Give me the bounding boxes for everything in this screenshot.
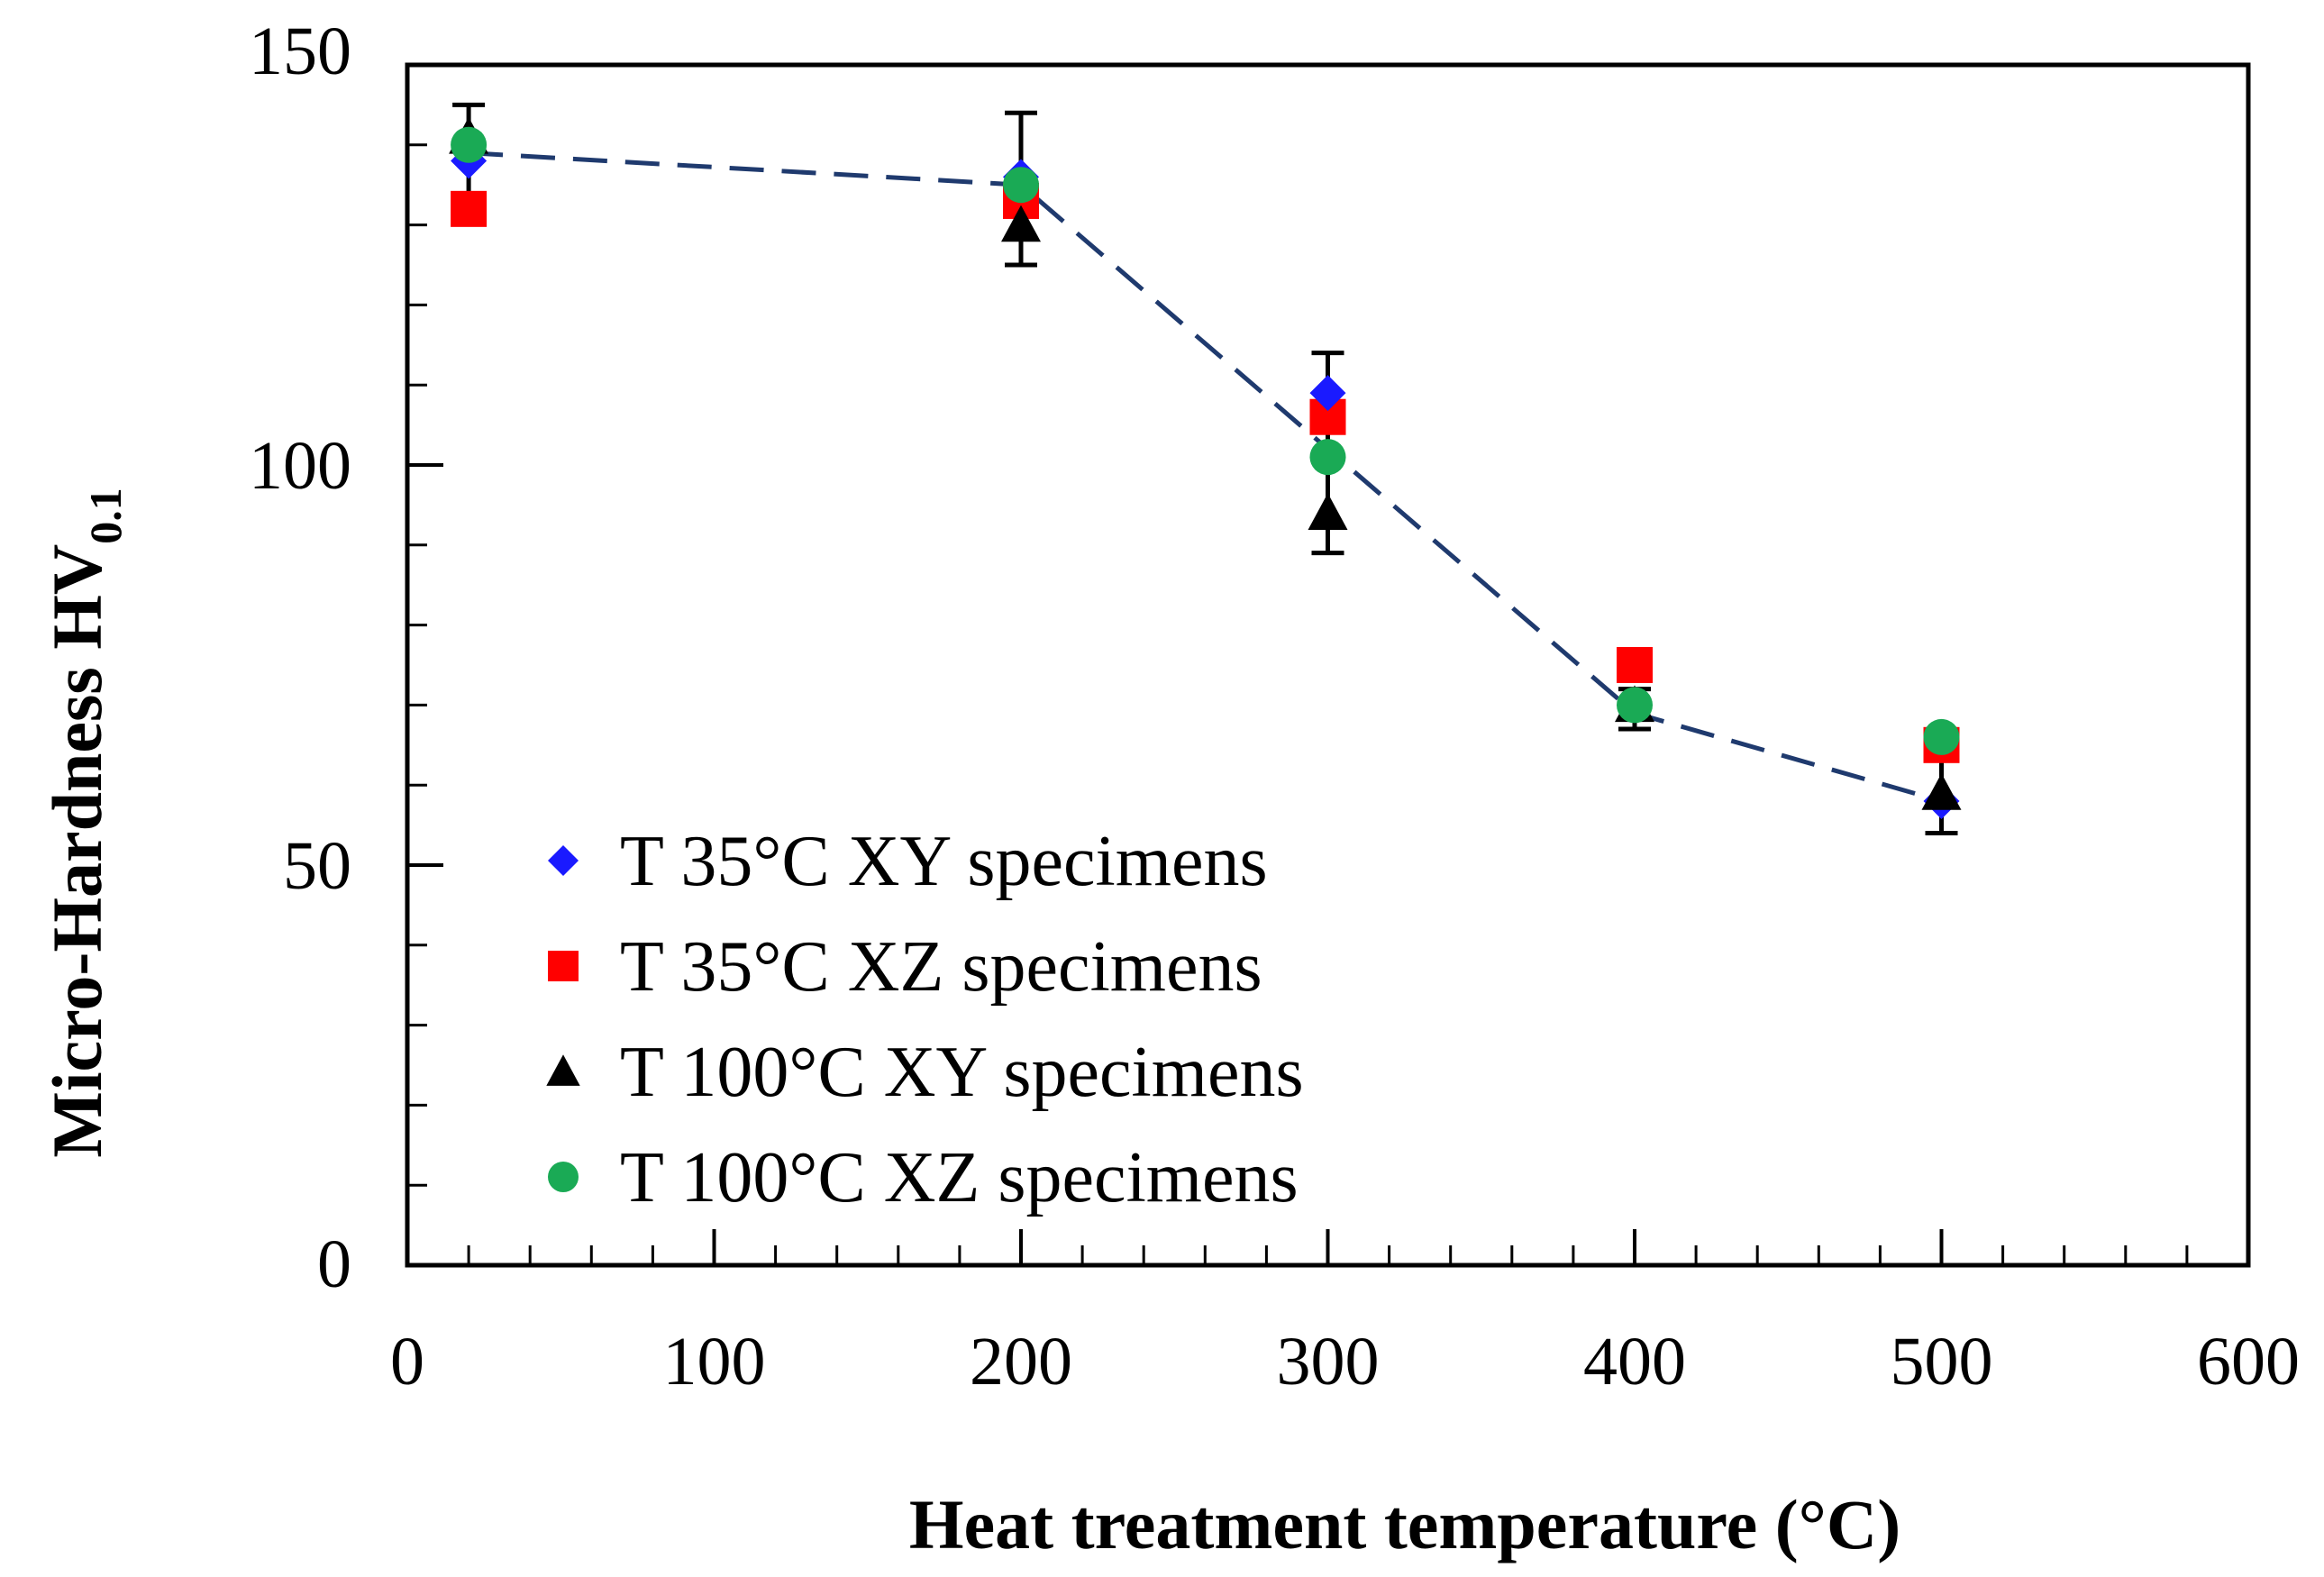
legend-item: T 100°C XY specimens xyxy=(546,1033,1304,1112)
triangle-data-point xyxy=(1921,773,1962,810)
legend-circle-marker xyxy=(548,1162,579,1192)
x-tick-label: 400 xyxy=(1583,1324,1686,1399)
y-tick-label: 100 xyxy=(249,428,351,504)
x-tick-label: 500 xyxy=(1891,1324,1993,1399)
y-axis-title-subscript: 0.1 xyxy=(80,488,131,544)
y-axis-title-main: Micro-Hardness HV xyxy=(38,544,116,1158)
error-bar-layer xyxy=(452,102,1958,835)
y-axis-title: Micro-Hardness HV0.1 xyxy=(38,488,131,1157)
legend-item: T 35°C XY specimens xyxy=(548,822,1268,901)
axes-layer: 0 100 200 300 400 500 600 0 50 100 150 xyxy=(249,14,2300,1399)
circle-data-point xyxy=(1617,687,1653,724)
circle-data-point xyxy=(1309,439,1346,476)
triangle-data-point xyxy=(1308,493,1348,530)
trend-line xyxy=(468,150,1943,804)
x-tick-label: 600 xyxy=(2197,1324,2300,1399)
x-tick-label: 100 xyxy=(663,1324,766,1399)
legend-label: T 35°C XZ specimens xyxy=(620,927,1262,1007)
x-tick-label: 300 xyxy=(1277,1324,1380,1399)
legend-label: T 35°C XY specimens xyxy=(620,822,1268,901)
legend-label: T 100°C XZ specimens xyxy=(620,1138,1299,1217)
y-tick-label: 150 xyxy=(249,14,351,89)
data-marker-layer xyxy=(449,116,1962,819)
diamond-data-point xyxy=(1309,375,1346,412)
legend-diamond-marker xyxy=(548,845,579,876)
legend-label: T 100°C XY specimens xyxy=(620,1033,1304,1112)
y-tick-label: 50 xyxy=(283,828,351,904)
legend: T 35°C XY specimens T 35°C XZ specimens T … xyxy=(546,822,1304,1217)
legend-item: T 100°C XZ specimens xyxy=(548,1138,1299,1217)
triangle-data-point xyxy=(1001,205,1041,242)
y-tick-label: 0 xyxy=(317,1226,351,1302)
square-data-point xyxy=(1617,647,1653,683)
circle-data-point xyxy=(1003,167,1039,204)
legend-item: T 35°C XZ specimens xyxy=(548,927,1262,1007)
x-tick-label: 200 xyxy=(970,1324,1072,1399)
x-axis-title: Heat treatment temperature (°C) xyxy=(909,1485,1900,1563)
legend-square-marker xyxy=(548,951,579,981)
circle-data-point xyxy=(1923,718,1960,755)
trend-line-layer xyxy=(468,150,1943,804)
circle-data-point xyxy=(451,126,488,163)
square-data-point xyxy=(451,190,488,227)
x-tick-label: 0 xyxy=(390,1324,424,1399)
legend-triangle-marker xyxy=(546,1054,580,1086)
